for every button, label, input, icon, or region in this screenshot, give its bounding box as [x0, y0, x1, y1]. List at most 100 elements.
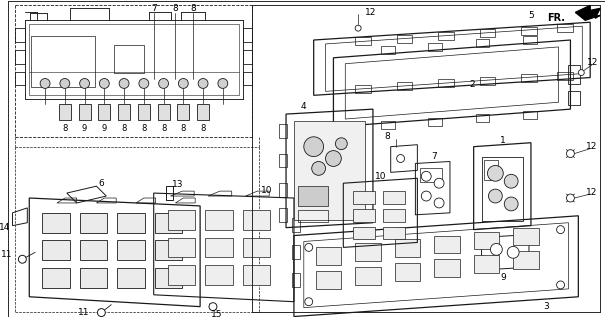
Bar	[205, 265, 233, 285]
Text: 8: 8	[181, 124, 186, 133]
Bar	[353, 209, 375, 222]
Bar	[523, 111, 537, 119]
Bar	[59, 104, 71, 120]
Bar	[355, 85, 371, 93]
Text: 8: 8	[191, 4, 196, 13]
Circle shape	[97, 308, 105, 316]
Circle shape	[566, 194, 574, 202]
Bar	[279, 154, 287, 167]
Circle shape	[80, 78, 90, 88]
Polygon shape	[575, 5, 600, 20]
Bar	[474, 255, 499, 273]
Circle shape	[325, 151, 341, 166]
Bar	[438, 32, 454, 40]
Bar	[279, 183, 287, 197]
Bar	[205, 237, 233, 257]
Bar	[557, 72, 573, 80]
Bar	[476, 114, 489, 122]
Bar	[355, 37, 371, 45]
Circle shape	[505, 197, 518, 211]
Circle shape	[557, 226, 564, 234]
Text: 9: 9	[102, 124, 107, 133]
Bar	[381, 46, 394, 54]
Bar	[168, 265, 195, 285]
Text: 10: 10	[261, 186, 272, 195]
Bar	[355, 267, 381, 285]
Text: 8: 8	[172, 4, 178, 13]
Circle shape	[305, 244, 313, 251]
Bar	[521, 74, 537, 82]
Circle shape	[491, 244, 502, 255]
Circle shape	[18, 255, 26, 263]
Text: 8: 8	[385, 132, 391, 141]
Bar	[118, 104, 130, 120]
Text: 11: 11	[78, 308, 90, 317]
Text: 8: 8	[161, 124, 166, 133]
Bar	[166, 186, 174, 200]
Bar	[434, 259, 460, 277]
Circle shape	[312, 162, 325, 175]
Bar	[523, 36, 537, 44]
Circle shape	[557, 281, 564, 289]
Text: 7: 7	[431, 152, 437, 161]
Text: 14: 14	[0, 223, 10, 232]
Bar	[298, 186, 327, 206]
Bar	[480, 29, 495, 37]
Text: 12: 12	[586, 142, 597, 151]
Bar	[168, 210, 195, 230]
Bar	[557, 24, 573, 32]
Bar	[397, 35, 413, 43]
Circle shape	[139, 78, 149, 88]
Circle shape	[178, 78, 188, 88]
Bar	[513, 228, 539, 245]
Bar	[513, 251, 539, 269]
Bar	[243, 265, 270, 285]
Bar	[397, 82, 413, 90]
Bar	[420, 168, 442, 182]
Text: 1: 1	[500, 136, 506, 145]
Bar	[155, 213, 182, 233]
Bar	[279, 208, 287, 222]
Bar	[476, 39, 489, 47]
Circle shape	[421, 191, 431, 201]
Text: 6: 6	[99, 179, 104, 188]
Bar	[483, 161, 499, 180]
Text: 2: 2	[469, 80, 474, 89]
Bar	[99, 104, 110, 120]
Circle shape	[40, 78, 50, 88]
Bar	[158, 104, 169, 120]
Circle shape	[434, 178, 444, 188]
Text: FR.: FR.	[548, 13, 566, 23]
Bar	[569, 65, 580, 84]
Circle shape	[488, 165, 503, 181]
Circle shape	[159, 78, 169, 88]
Text: 12: 12	[587, 58, 598, 67]
Bar	[138, 104, 150, 120]
Bar	[383, 191, 405, 204]
Bar	[177, 104, 189, 120]
Bar	[316, 271, 341, 289]
Bar	[80, 241, 107, 260]
Bar	[292, 218, 300, 232]
Bar	[197, 104, 209, 120]
Bar	[298, 210, 327, 222]
Text: 5: 5	[528, 11, 534, 20]
Circle shape	[397, 155, 405, 163]
Bar	[42, 268, 70, 288]
Text: 13: 13	[172, 180, 183, 189]
Circle shape	[60, 78, 70, 88]
Bar	[294, 121, 365, 220]
Bar	[117, 213, 145, 233]
Text: 3: 3	[543, 302, 549, 311]
Circle shape	[507, 246, 519, 258]
Circle shape	[119, 78, 129, 88]
Circle shape	[505, 174, 518, 188]
Bar	[80, 213, 107, 233]
Text: 10: 10	[375, 172, 387, 181]
Bar	[279, 124, 287, 138]
Bar	[16, 50, 25, 64]
Bar	[117, 241, 145, 260]
Circle shape	[355, 25, 361, 31]
Circle shape	[421, 171, 431, 181]
Bar	[243, 72, 252, 85]
